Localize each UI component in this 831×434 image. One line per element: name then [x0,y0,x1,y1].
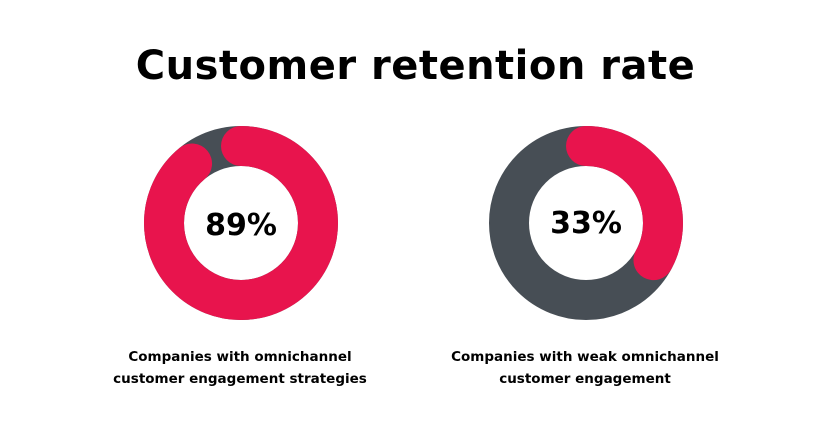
center-value-weak-omnichannel: 33% [550,206,622,241]
donut-svg-omnichannel: 89% [144,126,338,320]
donut-value-arc [489,126,683,320]
caption-omnichannel: Companies with omnichannel customer enga… [90,346,390,390]
donut-chart-omnichannel: 89% Companies with omnichannel customer … [90,126,390,396]
center-value-omnichannel: 89% [205,208,277,243]
caption-weak-omnichannel: Companies with weak omnichannel customer… [435,346,735,390]
donut-svg-weak-omnichannel: 33% [489,126,683,320]
donut-chart-weak-omnichannel: 33% Companies with weak omnichannel cust… [435,126,735,396]
chart-title: Customer retention rate [135,43,696,89]
caption-line: customer engagement strategies [113,371,367,387]
caption-line: Companies with omnichannel [128,349,352,365]
caption-line: customer engagement [499,371,671,387]
donut-value-arc [144,126,338,320]
caption-line: Companies with weak omnichannel [451,349,719,365]
